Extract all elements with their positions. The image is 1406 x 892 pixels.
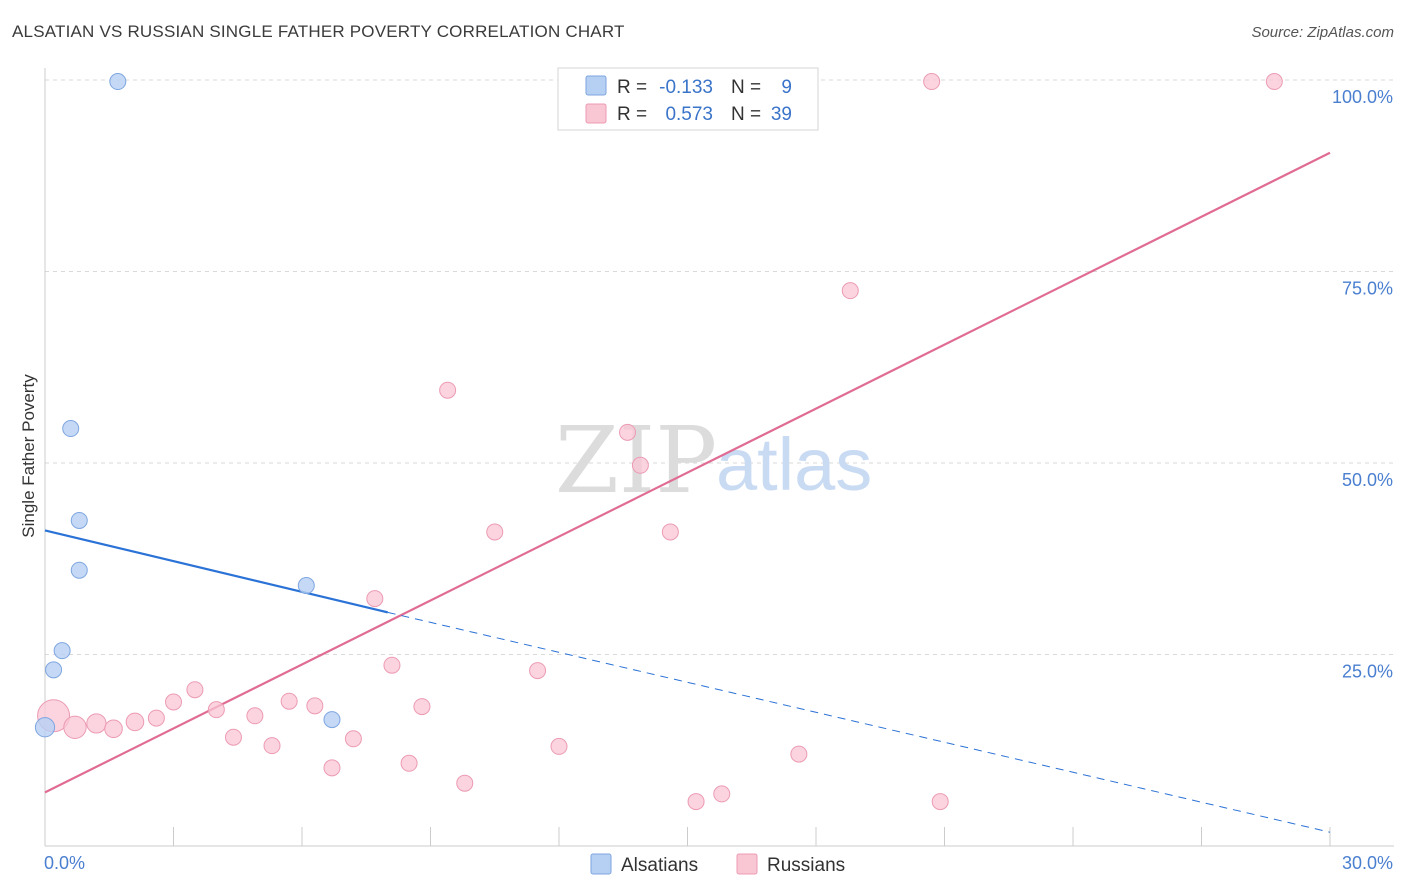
trend-line-alsatians bbox=[44, 529, 388, 614]
data-point-russians[interactable] bbox=[841, 282, 859, 300]
data-point-russians[interactable] bbox=[280, 692, 298, 710]
legend-r-label-alsatians: R = bbox=[617, 77, 647, 98]
y-tick-label: 100.0% bbox=[1332, 87, 1393, 107]
data-point-alsatians[interactable] bbox=[62, 420, 80, 438]
data-point-russians[interactable] bbox=[529, 662, 547, 680]
x-tick-label-max: 30.0% bbox=[1342, 853, 1393, 873]
data-point-alsatians[interactable] bbox=[323, 711, 341, 729]
x-tick-label-min: 0.0% bbox=[44, 853, 85, 873]
legend-n-label-alsatians: N = bbox=[731, 77, 761, 98]
data-point-alsatians[interactable] bbox=[70, 511, 88, 529]
data-point-russians[interactable] bbox=[263, 737, 281, 755]
trend-lines bbox=[44, 151, 1331, 833]
bottom-legend-label-alsatians: Alsatians bbox=[621, 855, 698, 876]
data-point-russians[interactable] bbox=[323, 759, 341, 777]
series-legend: Alsatians Russians bbox=[590, 853, 845, 876]
data-point-russians[interactable] bbox=[931, 793, 949, 811]
data-point-russians[interactable] bbox=[366, 590, 384, 608]
data-point-russians[interactable] bbox=[439, 381, 457, 399]
data-point-russians[interactable] bbox=[125, 712, 145, 732]
data-point-alsatians[interactable] bbox=[109, 73, 127, 91]
data-point-russians[interactable] bbox=[619, 423, 637, 441]
data-point-russians[interactable] bbox=[413, 698, 431, 716]
data-point-alsatians[interactable] bbox=[297, 577, 315, 595]
trend-line-alsatians-extrapolated bbox=[387, 611, 1331, 833]
bottom-legend-swatch-russians bbox=[736, 853, 758, 875]
data-point-russians[interactable] bbox=[165, 693, 182, 711]
data-point-russians[interactable] bbox=[86, 713, 107, 734]
bottom-legend-swatch-alsatians bbox=[590, 853, 612, 875]
legend-n-value-alsatians: 9 bbox=[781, 77, 792, 98]
legend-r-value-russians: 0.573 bbox=[665, 104, 713, 125]
data-point-russians[interactable] bbox=[63, 715, 87, 739]
legend-r-value-alsatians: -0.133 bbox=[659, 77, 713, 98]
data-point-russians[interactable] bbox=[400, 754, 418, 772]
data-point-russians[interactable] bbox=[486, 523, 504, 541]
data-point-alsatians[interactable] bbox=[34, 717, 56, 738]
data-point-russians[interactable] bbox=[550, 737, 568, 755]
data-point-russians[interactable] bbox=[207, 701, 225, 719]
data-point-russians[interactable] bbox=[246, 707, 264, 725]
x-tick-marks bbox=[173, 827, 1331, 846]
data-point-russians[interactable] bbox=[661, 523, 679, 541]
y-axis-title: Single Father Poverty bbox=[19, 374, 38, 538]
gridlines bbox=[45, 79, 1394, 655]
legend-swatch-alsatians bbox=[585, 75, 607, 96]
y-tick-label: 50.0% bbox=[1342, 470, 1393, 490]
watermark-atlas: atlas bbox=[716, 423, 872, 506]
legend-n-value-russians: 39 bbox=[771, 104, 792, 125]
data-point-russians[interactable] bbox=[1265, 73, 1283, 91]
data-point-russians[interactable] bbox=[186, 681, 204, 699]
data-point-russians[interactable] bbox=[923, 73, 941, 91]
data-point-russians[interactable] bbox=[456, 774, 474, 792]
legend-swatch-russians bbox=[585, 103, 607, 124]
y-tick-labels: 25.0% 50.0% 75.0% 100.0% bbox=[1332, 87, 1393, 682]
data-point-russians[interactable] bbox=[631, 456, 649, 474]
data-point-russians[interactable] bbox=[104, 719, 123, 739]
y-tick-label: 75.0% bbox=[1342, 279, 1393, 299]
data-point-russians[interactable] bbox=[790, 745, 808, 763]
series-russians-points bbox=[37, 73, 1283, 811]
data-point-russians[interactable] bbox=[344, 730, 362, 748]
chart-title: ALSATIAN VS RUSSIAN SINGLE FATHER POVERT… bbox=[12, 22, 625, 41]
data-point-russians[interactable] bbox=[383, 656, 401, 674]
data-point-alsatians[interactable] bbox=[70, 561, 88, 579]
data-point-russians[interactable] bbox=[713, 785, 731, 803]
series-alsatians-points bbox=[34, 73, 341, 738]
source-label: Source: ZipAtlas.com bbox=[1251, 24, 1394, 41]
data-point-russians[interactable] bbox=[306, 697, 324, 715]
data-point-russians[interactable] bbox=[147, 709, 165, 727]
y-tick-label: 25.0% bbox=[1342, 662, 1393, 682]
bottom-legend-label-russians: Russians bbox=[767, 855, 845, 876]
data-point-russians[interactable] bbox=[687, 793, 705, 811]
trend-line-russians bbox=[44, 151, 1331, 794]
data-point-alsatians[interactable] bbox=[53, 642, 71, 660]
correlation-legend: R = -0.133 N = 9 R = 0.573 N = 39 bbox=[557, 67, 819, 131]
legend-r-label-russians: R = bbox=[617, 104, 647, 125]
data-point-alsatians[interactable] bbox=[45, 661, 63, 679]
data-point-russians[interactable] bbox=[224, 728, 242, 746]
legend-n-label-russians: N = bbox=[731, 104, 761, 125]
